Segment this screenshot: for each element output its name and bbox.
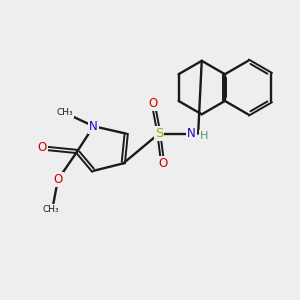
Text: O: O (148, 98, 158, 110)
Text: S: S (155, 127, 163, 140)
Text: CH₃: CH₃ (56, 108, 73, 117)
Text: H: H (200, 131, 208, 141)
Text: O: O (38, 141, 47, 154)
Text: N: N (89, 120, 98, 133)
Text: O: O (158, 157, 168, 170)
Text: O: O (54, 173, 63, 186)
Text: N: N (187, 127, 196, 140)
Text: CH₃: CH₃ (42, 205, 59, 214)
